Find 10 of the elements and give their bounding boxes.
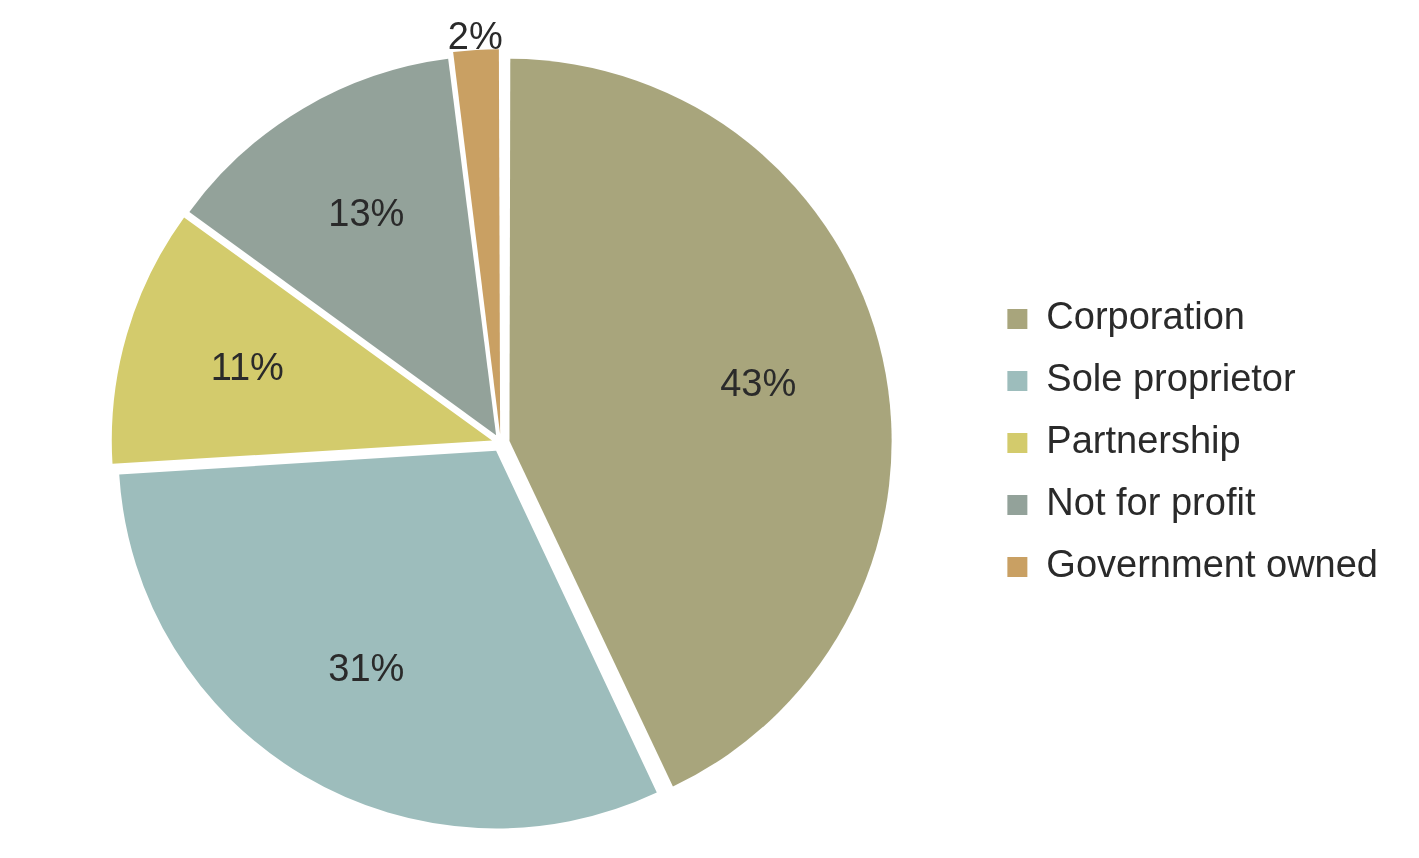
legend-label: Corporation: [1046, 295, 1245, 338]
data-label: 13%: [328, 192, 405, 235]
legend-label: Government owned: [1046, 543, 1379, 586]
legend-label: Partnership: [1046, 419, 1241, 462]
legend-label: Sole proprietor: [1046, 357, 1296, 400]
data-label: 43%: [720, 361, 797, 404]
legend-label: Not for profit: [1046, 481, 1256, 524]
data-label: 11%: [210, 345, 284, 388]
data-label: 31%: [328, 646, 405, 689]
data-label: 2%: [447, 15, 503, 58]
